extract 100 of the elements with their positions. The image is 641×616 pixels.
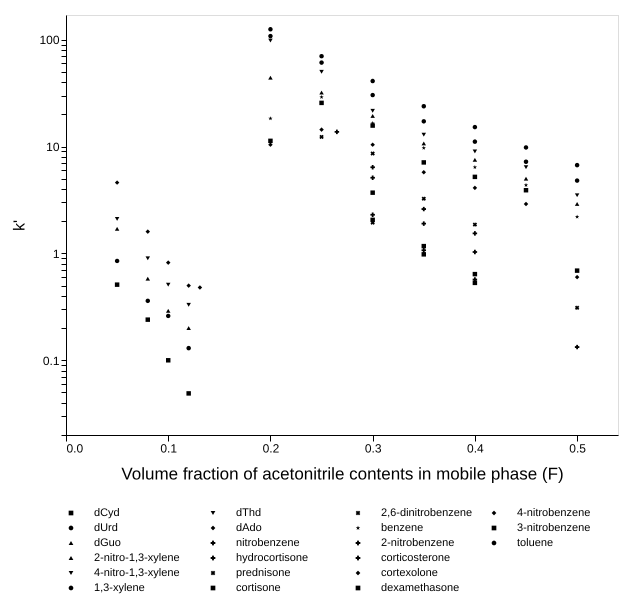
point	[370, 151, 375, 156]
point	[422, 252, 426, 257]
legend-label: 2,6-dinitrobenzene	[381, 507, 472, 519]
point	[370, 108, 375, 113]
point	[472, 165, 478, 170]
point	[472, 149, 478, 154]
point	[524, 145, 528, 150]
point	[422, 119, 426, 124]
point	[114, 217, 120, 221]
point	[422, 160, 426, 165]
point	[370, 78, 375, 84]
point	[422, 104, 426, 108]
point	[574, 214, 580, 219]
point	[370, 190, 375, 195]
point	[268, 138, 273, 144]
legend-label: dCyd	[94, 507, 120, 519]
point	[198, 285, 202, 290]
point	[334, 130, 340, 134]
point	[472, 231, 478, 236]
point	[524, 176, 528, 181]
point	[472, 158, 478, 162]
y-tick-label: 0.1	[42, 354, 60, 368]
legend-label: 3-nitrobenzene	[517, 522, 590, 534]
point	[146, 298, 150, 304]
point	[319, 134, 324, 140]
legend-label: nitrobenzene	[236, 537, 300, 549]
x-tick-label: 0.0	[66, 442, 84, 456]
point	[472, 280, 478, 286]
point	[268, 38, 273, 43]
point	[114, 258, 120, 264]
point	[574, 268, 580, 273]
point	[472, 124, 478, 130]
y-tick-label: 1	[52, 246, 60, 261]
point	[524, 188, 528, 192]
legend-label: 4-nitro-1,3-xylene	[94, 567, 180, 579]
point	[574, 162, 580, 168]
point	[472, 139, 478, 144]
legend-label: dexamethasone	[381, 582, 460, 594]
x-tick-label: 0.2	[262, 442, 280, 456]
point	[268, 34, 273, 38]
legend-label: benzene	[381, 522, 424, 534]
point	[574, 274, 580, 280]
x-tick-label: 0.1	[160, 442, 178, 456]
point	[422, 146, 426, 150]
point	[574, 344, 580, 350]
point	[472, 186, 478, 190]
legend-label: 2-nitro-1,3-xylene	[94, 552, 180, 564]
point	[370, 142, 375, 147]
point	[370, 218, 375, 222]
point	[166, 314, 170, 318]
legend-label: dAdo	[236, 522, 262, 534]
point	[319, 127, 324, 132]
point	[114, 282, 120, 287]
legend-label: dGuo	[94, 537, 121, 549]
legend-label: 2-nitrobenzene	[381, 537, 454, 549]
point	[268, 116, 273, 120]
point	[146, 317, 150, 322]
legend-label: 1,3-xylene	[94, 582, 145, 594]
point	[186, 391, 191, 396]
point	[166, 282, 170, 287]
point	[319, 70, 324, 74]
point	[422, 206, 426, 212]
y-axis-title: k'	[11, 220, 28, 232]
point	[186, 283, 191, 288]
point	[186, 326, 191, 330]
point	[186, 346, 191, 350]
point	[472, 174, 478, 180]
point	[370, 92, 375, 98]
point	[319, 54, 324, 58]
x-tick-label: 0.4	[467, 442, 484, 456]
y-tick-label: 100	[39, 33, 60, 48]
legend-label: cortexolone	[381, 567, 438, 579]
point	[166, 358, 170, 363]
point	[319, 100, 324, 106]
point	[574, 178, 580, 183]
point	[319, 60, 324, 65]
point	[422, 244, 426, 248]
x-axis-title: Volume fraction of acetonitrile contents in mobile phase (F)	[121, 464, 564, 484]
point	[524, 202, 528, 206]
legend-label: prednisone	[236, 567, 290, 579]
point	[114, 180, 120, 185]
point	[166, 308, 170, 313]
point	[472, 222, 478, 227]
point	[166, 260, 170, 265]
legend-label: 4-nitrobenzene	[517, 507, 590, 519]
point	[146, 229, 150, 234]
x-tick-label: 0.5	[569, 442, 586, 456]
point	[268, 27, 273, 32]
point	[146, 256, 150, 260]
point	[319, 90, 324, 94]
point	[422, 221, 426, 226]
y-tick-label: 10	[46, 140, 60, 154]
point	[422, 170, 426, 174]
legend-label: toluene	[517, 537, 554, 549]
point	[574, 306, 580, 310]
point	[422, 196, 426, 201]
legend-label: corticosterone	[381, 552, 450, 564]
point	[472, 250, 478, 254]
legend-label: hydrocortisone	[236, 552, 308, 564]
point	[370, 123, 375, 128]
